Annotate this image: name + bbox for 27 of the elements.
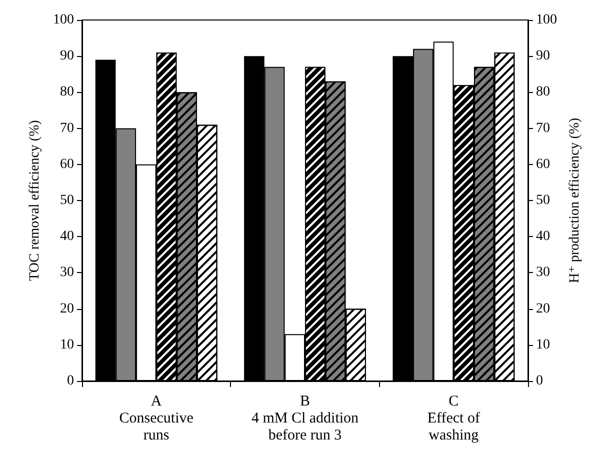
y2-tick-label: 20 [536, 301, 550, 316]
y2-axis-title: H⁺ production efficiency (%) [567, 117, 582, 284]
y2-tick-label: 30 [536, 265, 550, 280]
y-tick-label: 60 [60, 156, 74, 172]
y-tick-label: 10 [60, 337, 74, 352]
y2-tick-label: 90 [536, 48, 550, 64]
y2-tick-label: 0 [536, 374, 543, 388]
y-tick-label: 80 [60, 84, 74, 100]
x-tick-label: A Consecutive runs [119, 394, 194, 444]
y-tick-label: 20 [60, 301, 74, 316]
y2-tick-label: 50 [536, 193, 550, 208]
y2-tick-label: 10 [536, 337, 550, 352]
y-axis-title: TOC removal efficiency (%) [28, 120, 43, 281]
y-tick-label: 50 [60, 193, 74, 208]
y2-tick-label: 80 [536, 84, 550, 100]
y-tick-label: 30 [60, 265, 74, 280]
y-tick-label: 90 [60, 48, 74, 64]
y2-tick-label: 40 [536, 229, 550, 244]
x-tick-label: B 4 mM Cl addition before run 3 [251, 394, 360, 444]
y-tick-label: 70 [60, 120, 74, 136]
y2-tick-label: 70 [536, 120, 550, 136]
y2-tick-label: 100 [536, 12, 557, 28]
y-tick-label: 0 [67, 374, 74, 388]
y-tick-label: 40 [60, 229, 74, 244]
x-tick-label: C Effect of washing [427, 394, 480, 444]
y-tick-label: 100 [53, 12, 74, 28]
y2-tick-label: 60 [536, 156, 550, 172]
